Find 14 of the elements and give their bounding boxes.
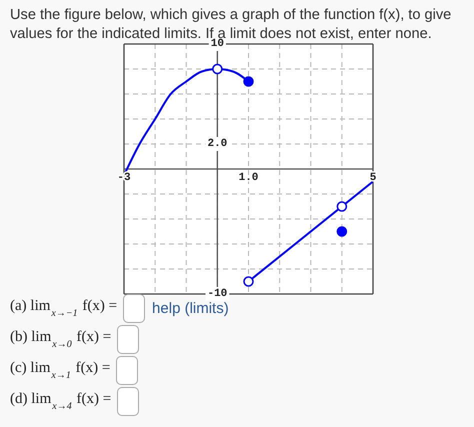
- point: [243, 276, 254, 287]
- x-tick-label: 1.0: [238, 172, 258, 184]
- point: [243, 76, 254, 87]
- y-tick-label: -10: [207, 288, 228, 300]
- point: [336, 226, 348, 237]
- point: [212, 64, 223, 74]
- text: help (limits): [152, 300, 229, 316]
- point: [336, 201, 348, 212]
- y-tick-label: 10: [210, 38, 224, 50]
- text: (a) lim$_{x→−1}$ f(x) =: [10, 298, 118, 318]
- text: (c) lim$_{x→1}$ f(x) =: [10, 360, 110, 380]
- text: (b) lim$_{x→0}$ f(x) =: [10, 328, 112, 350]
- y-tick-label: 2.0: [207, 138, 228, 150]
- text: (d) lim$_{x→4}$ f(x) =: [10, 390, 112, 412]
